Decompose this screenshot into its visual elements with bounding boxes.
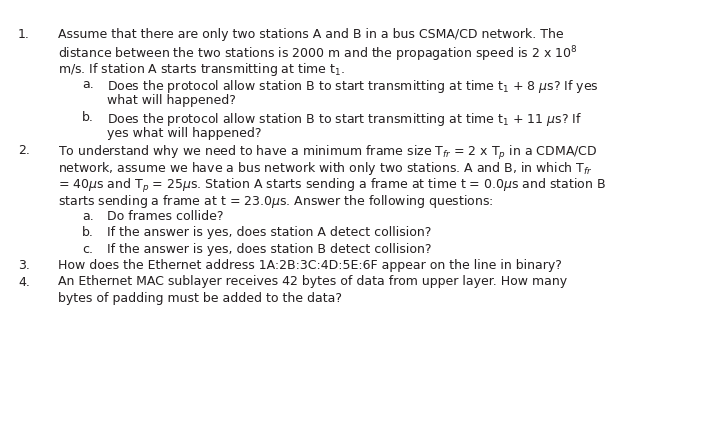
Text: m/s. If station A starts transmitting at time t$_{1}$.: m/s. If station A starts transmitting at… — [58, 61, 345, 78]
Text: starts sending a frame at t = 23.0$\mu$s. Answer the following questions:: starts sending a frame at t = 23.0$\mu$s… — [58, 193, 494, 210]
Text: An Ethernet MAC sublayer receives 42 bytes of data from upper layer. How many: An Ethernet MAC sublayer receives 42 byt… — [58, 276, 567, 288]
Text: If the answer is yes, does station B detect collision?: If the answer is yes, does station B det… — [107, 242, 432, 256]
Text: Do frames collide?: Do frames collide? — [107, 210, 223, 222]
Text: what will happened?: what will happened? — [107, 94, 236, 107]
Text: network, assume we have a bus network with only two stations. A and B, in which : network, assume we have a bus network wi… — [58, 160, 593, 177]
Text: c.: c. — [82, 242, 93, 256]
Text: b.: b. — [82, 110, 94, 124]
Text: To understand why we need to have a minimum frame size T$_{fr}$ = 2 x T$_{p}$ in: To understand why we need to have a mini… — [58, 144, 598, 162]
Text: 3.: 3. — [18, 259, 30, 272]
Text: Assume that there are only two stations A and B in a bus CSMA/CD network. The: Assume that there are only two stations … — [58, 28, 563, 41]
Text: 2.: 2. — [18, 144, 30, 156]
Text: yes what will happened?: yes what will happened? — [107, 127, 262, 140]
Text: bytes of padding must be added to the data?: bytes of padding must be added to the da… — [58, 292, 342, 305]
Text: a.: a. — [82, 210, 94, 222]
Text: Does the protocol allow station B to start transmitting at time t$_{1}$ + 8 $\mu: Does the protocol allow station B to sta… — [107, 78, 599, 94]
Text: = 40$\mu$s and T$_{p}$ = 25$\mu$s. Station A starts sending a frame at time t = : = 40$\mu$s and T$_{p}$ = 25$\mu$s. Stati… — [58, 176, 606, 194]
Text: How does the Ethernet address 1A:2B:3C:4D:5E:6F appear on the line in binary?: How does the Ethernet address 1A:2B:3C:4… — [58, 259, 562, 272]
Text: 4.: 4. — [18, 276, 30, 288]
Text: b.: b. — [82, 226, 94, 239]
Text: If the answer is yes, does station A detect collision?: If the answer is yes, does station A det… — [107, 226, 431, 239]
Text: 1.: 1. — [18, 28, 30, 41]
Text: distance between the two stations is 2000 m and the propagation speed is 2 x 10$: distance between the two stations is 200… — [58, 44, 577, 64]
Text: Does the protocol allow station B to start transmitting at time t$_{1}$ + 11 $\m: Does the protocol allow station B to sta… — [107, 110, 582, 128]
Text: a.: a. — [82, 78, 94, 90]
